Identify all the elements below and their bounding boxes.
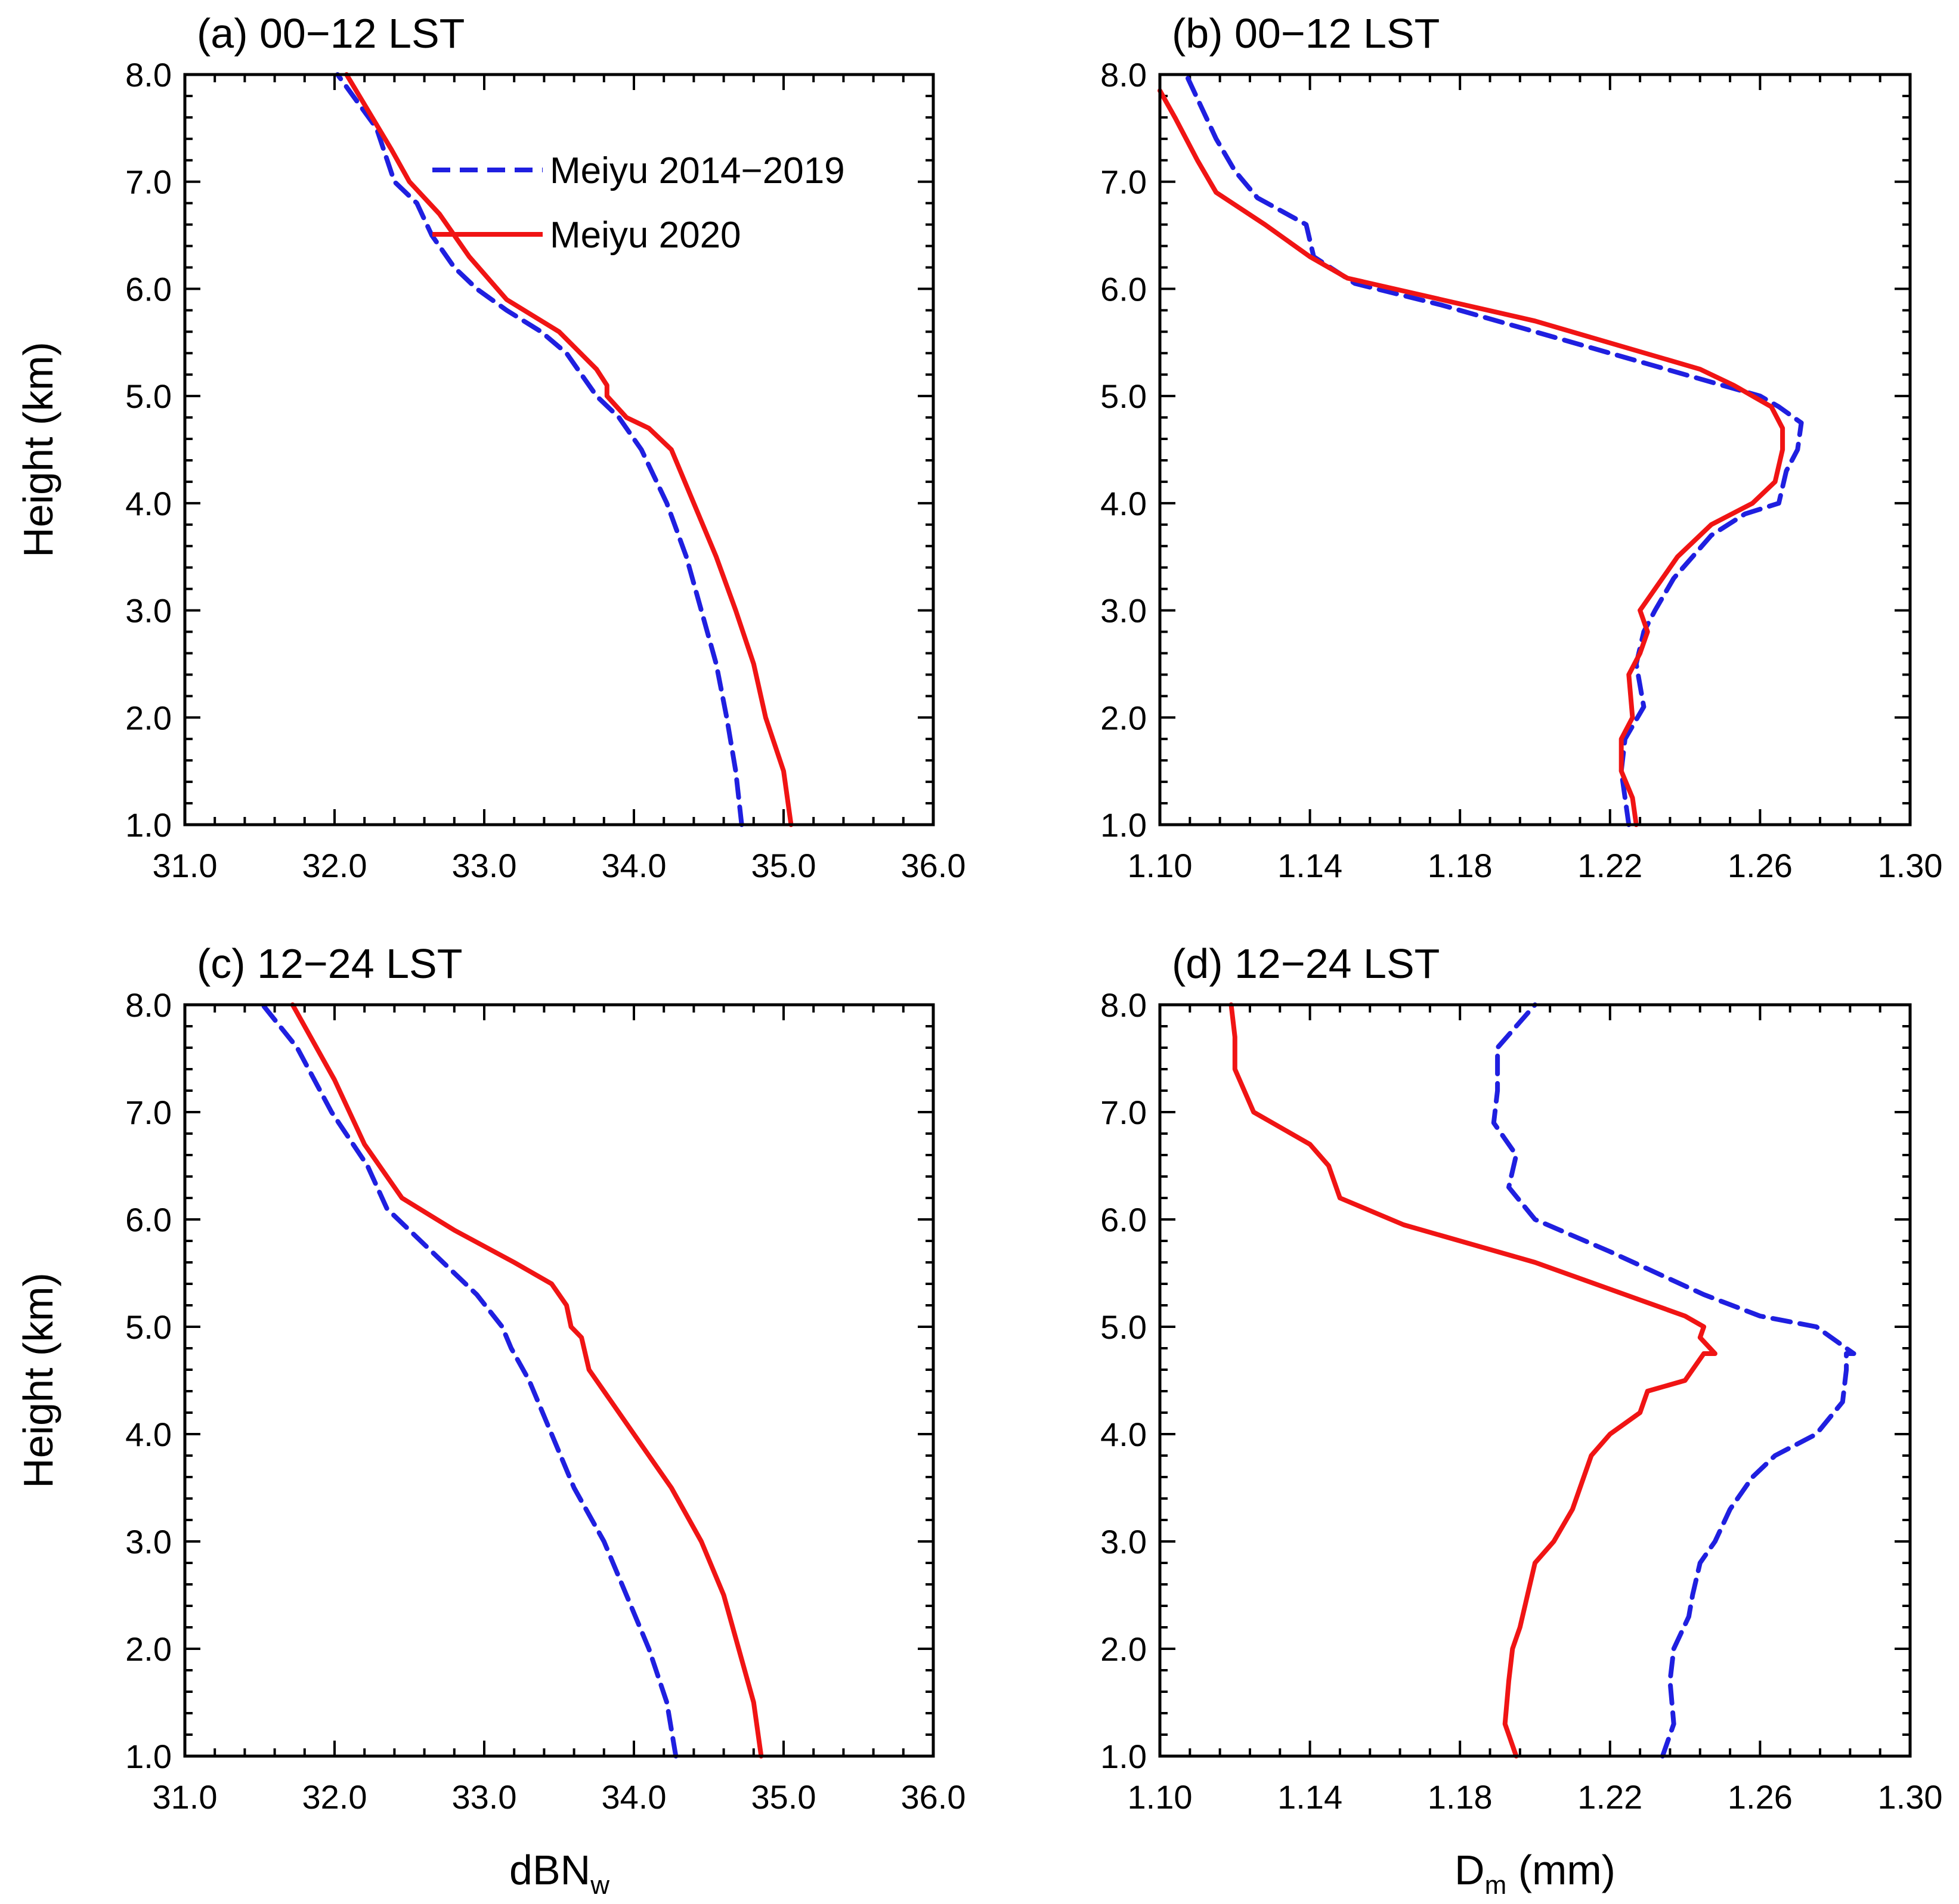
ytick-label: 4.0 (1100, 1416, 1147, 1453)
panel-b-ticks: 1.10 1.14 1.18 1.22 1.26 1.30 1.0 2.0 3.0 4.0 5.0 6… (1100, 56, 1942, 884)
ytick-label: 7.0 (1100, 163, 1147, 201)
ytick-label: 5.0 (125, 377, 172, 415)
ytick-label: 5.0 (125, 1308, 172, 1346)
panel-d-xlabel-tail: (mm) (1506, 1847, 1616, 1893)
xtick-label: 34.0 (602, 847, 667, 884)
ytick-label: 4.0 (1100, 485, 1147, 522)
xtick-label: 1.14 (1277, 1778, 1342, 1816)
ytick-label: 4.0 (125, 1416, 172, 1453)
panel-c-frame (183, 1003, 935, 1758)
series-line-meiyu-2014-2019 (335, 72, 744, 827)
series-line-meiyu-2020 (344, 72, 794, 827)
ytick-label: 8.0 (1100, 56, 1147, 94)
panel-d-xlabel-sub: m (1485, 1871, 1507, 1900)
legend-label-2020: Meiyu 2020 (550, 215, 741, 256)
series-line-meiyu-2014-2019 (1184, 72, 1804, 827)
series-line-meiyu-2020 (290, 1002, 764, 1759)
ylabel-top: Height (km) (15, 342, 61, 558)
xtick-label: 1.22 (1577, 847, 1642, 884)
ytick-label: 8.0 (1100, 986, 1147, 1024)
legend-label-historical: Meiyu 2014−2019 (550, 150, 845, 191)
xtick-label: 33.0 (452, 1778, 517, 1816)
ytick-label: 7.0 (125, 1094, 172, 1131)
xtick-label: 33.0 (452, 847, 517, 884)
ytick-label: 2.0 (1100, 699, 1147, 736)
panel-c-xlabel-main: dBN (509, 1847, 590, 1893)
xtick-label: 1.26 (1728, 847, 1793, 884)
ytick-label: 2.0 (125, 1630, 172, 1668)
ylabel-bottom: Height (km) (15, 1273, 61, 1488)
series-line-meiyu-2014-2019 (1491, 1002, 1856, 1759)
panel-c: (c) 12−24 LST 31.0 32.0 33.0 34.0 35.0 36.0 1.… (125, 940, 965, 1900)
ytick-label: 3.0 (1100, 592, 1147, 630)
ytick-label: 7.0 (1100, 1094, 1147, 1131)
series-line-meiyu-2014-2019 (260, 1002, 679, 1759)
xtick-label: 1.14 (1277, 847, 1342, 884)
xtick-label: 31.0 (153, 847, 218, 884)
ytick-label: 6.0 (1100, 270, 1147, 308)
panel-d-ticks: 1.10 1.14 1.18 1.22 1.26 1.30 1.0 2.0 3.0 4.0 5.0 6… (1100, 986, 1942, 1816)
xtick-label: 1.10 (1128, 1778, 1193, 1816)
ytick-label: 1.0 (125, 806, 172, 844)
panel-b-title: (b) 00−12 LST (1172, 10, 1440, 57)
ytick-label: 4.0 (125, 485, 172, 522)
panel-d-title: (d) 12−24 LST (1172, 940, 1440, 987)
panel-a-frame (183, 73, 935, 826)
xtick-label: 1.22 (1577, 1778, 1642, 1816)
ytick-label: 6.0 (1100, 1201, 1147, 1239)
panel-a-title: (a) 00−12 LST (197, 10, 465, 57)
ytick-label: 2.0 (125, 699, 172, 736)
xtick-label: 35.0 (751, 847, 816, 884)
panel-d-lines (1160, 1002, 1910, 1759)
ytick-label: 1.0 (1100, 1738, 1147, 1775)
xtick-label: 1.18 (1428, 1778, 1493, 1816)
panel-c-title: (c) 12−24 LST (197, 940, 463, 987)
ytick-label: 3.0 (1100, 1523, 1147, 1561)
series-line-meiyu-2020 (1228, 1002, 1717, 1759)
legend: Meiyu 2014−2019 Meiyu 2020 (432, 150, 845, 256)
xtick-label: 1.10 (1128, 847, 1193, 884)
panel-c-ticks: 31.0 32.0 33.0 34.0 35.0 36.0 1.0 2.0 3.0 4.0 5.0 6… (125, 986, 965, 1816)
panel-c-xlabel-sub: w (590, 1871, 609, 1900)
xtick-label: 36.0 (901, 847, 966, 884)
xtick-label: 34.0 (602, 1778, 667, 1816)
xtick-label: 32.0 (302, 847, 367, 884)
xtick-label: 32.0 (302, 1778, 367, 1816)
ytick-label: 8.0 (125, 56, 172, 94)
ytick-label: 6.0 (125, 1201, 172, 1239)
xtick-label: 1.26 (1728, 1778, 1793, 1816)
panel-b-lines (1158, 72, 1910, 827)
panel-c-lines (185, 1002, 933, 1759)
xtick-label: 36.0 (901, 1778, 966, 1816)
panel-c-xlabel: dBNw (509, 1847, 609, 1900)
ytick-label: 3.0 (125, 592, 172, 630)
ytick-label: 1.0 (1100, 806, 1147, 844)
ytick-label: 8.0 (125, 986, 172, 1024)
ytick-label: 5.0 (1100, 1308, 1147, 1346)
ytick-label: 3.0 (125, 1523, 172, 1561)
panel-a-ticks: 31.0 32.0 33.0 34.0 35.0 36.0 1.0 2.0 3.0 4.0 5.0 6… (125, 56, 965, 884)
panel-d-xlabel-main: D (1454, 1847, 1485, 1893)
panel-d-frame (1158, 1003, 1912, 1758)
panel-a: (a) 00−12 LST 31.0 32.0 33.0 34.0 35.0 36.0 1.… (125, 10, 965, 884)
xtick-label: 1.30 (1878, 847, 1943, 884)
series-line-meiyu-2020 (1158, 88, 1785, 827)
panel-d: (d) 12−24 LST 1.10 1.14 1.18 1.22 1.26 1.301.… (1100, 940, 1942, 1900)
panel-b-frame (1158, 73, 1912, 826)
ytick-label: 5.0 (1100, 377, 1147, 415)
panel-b: (b) 00−12 LST 1.10 1.14 1.18 1.22 1.26 1.301.… (1100, 10, 1942, 884)
ytick-label: 6.0 (125, 270, 172, 308)
xtick-label: 31.0 (153, 1778, 218, 1816)
ytick-label: 2.0 (1100, 1630, 1147, 1668)
ytick-label: 7.0 (125, 163, 172, 201)
xtick-label: 35.0 (751, 1778, 816, 1816)
xtick-label: 1.30 (1878, 1778, 1943, 1816)
ytick-label: 1.0 (125, 1738, 172, 1775)
xtick-label: 1.18 (1428, 847, 1493, 884)
panel-d-xlabel: Dm (mm) (1454, 1847, 1616, 1900)
